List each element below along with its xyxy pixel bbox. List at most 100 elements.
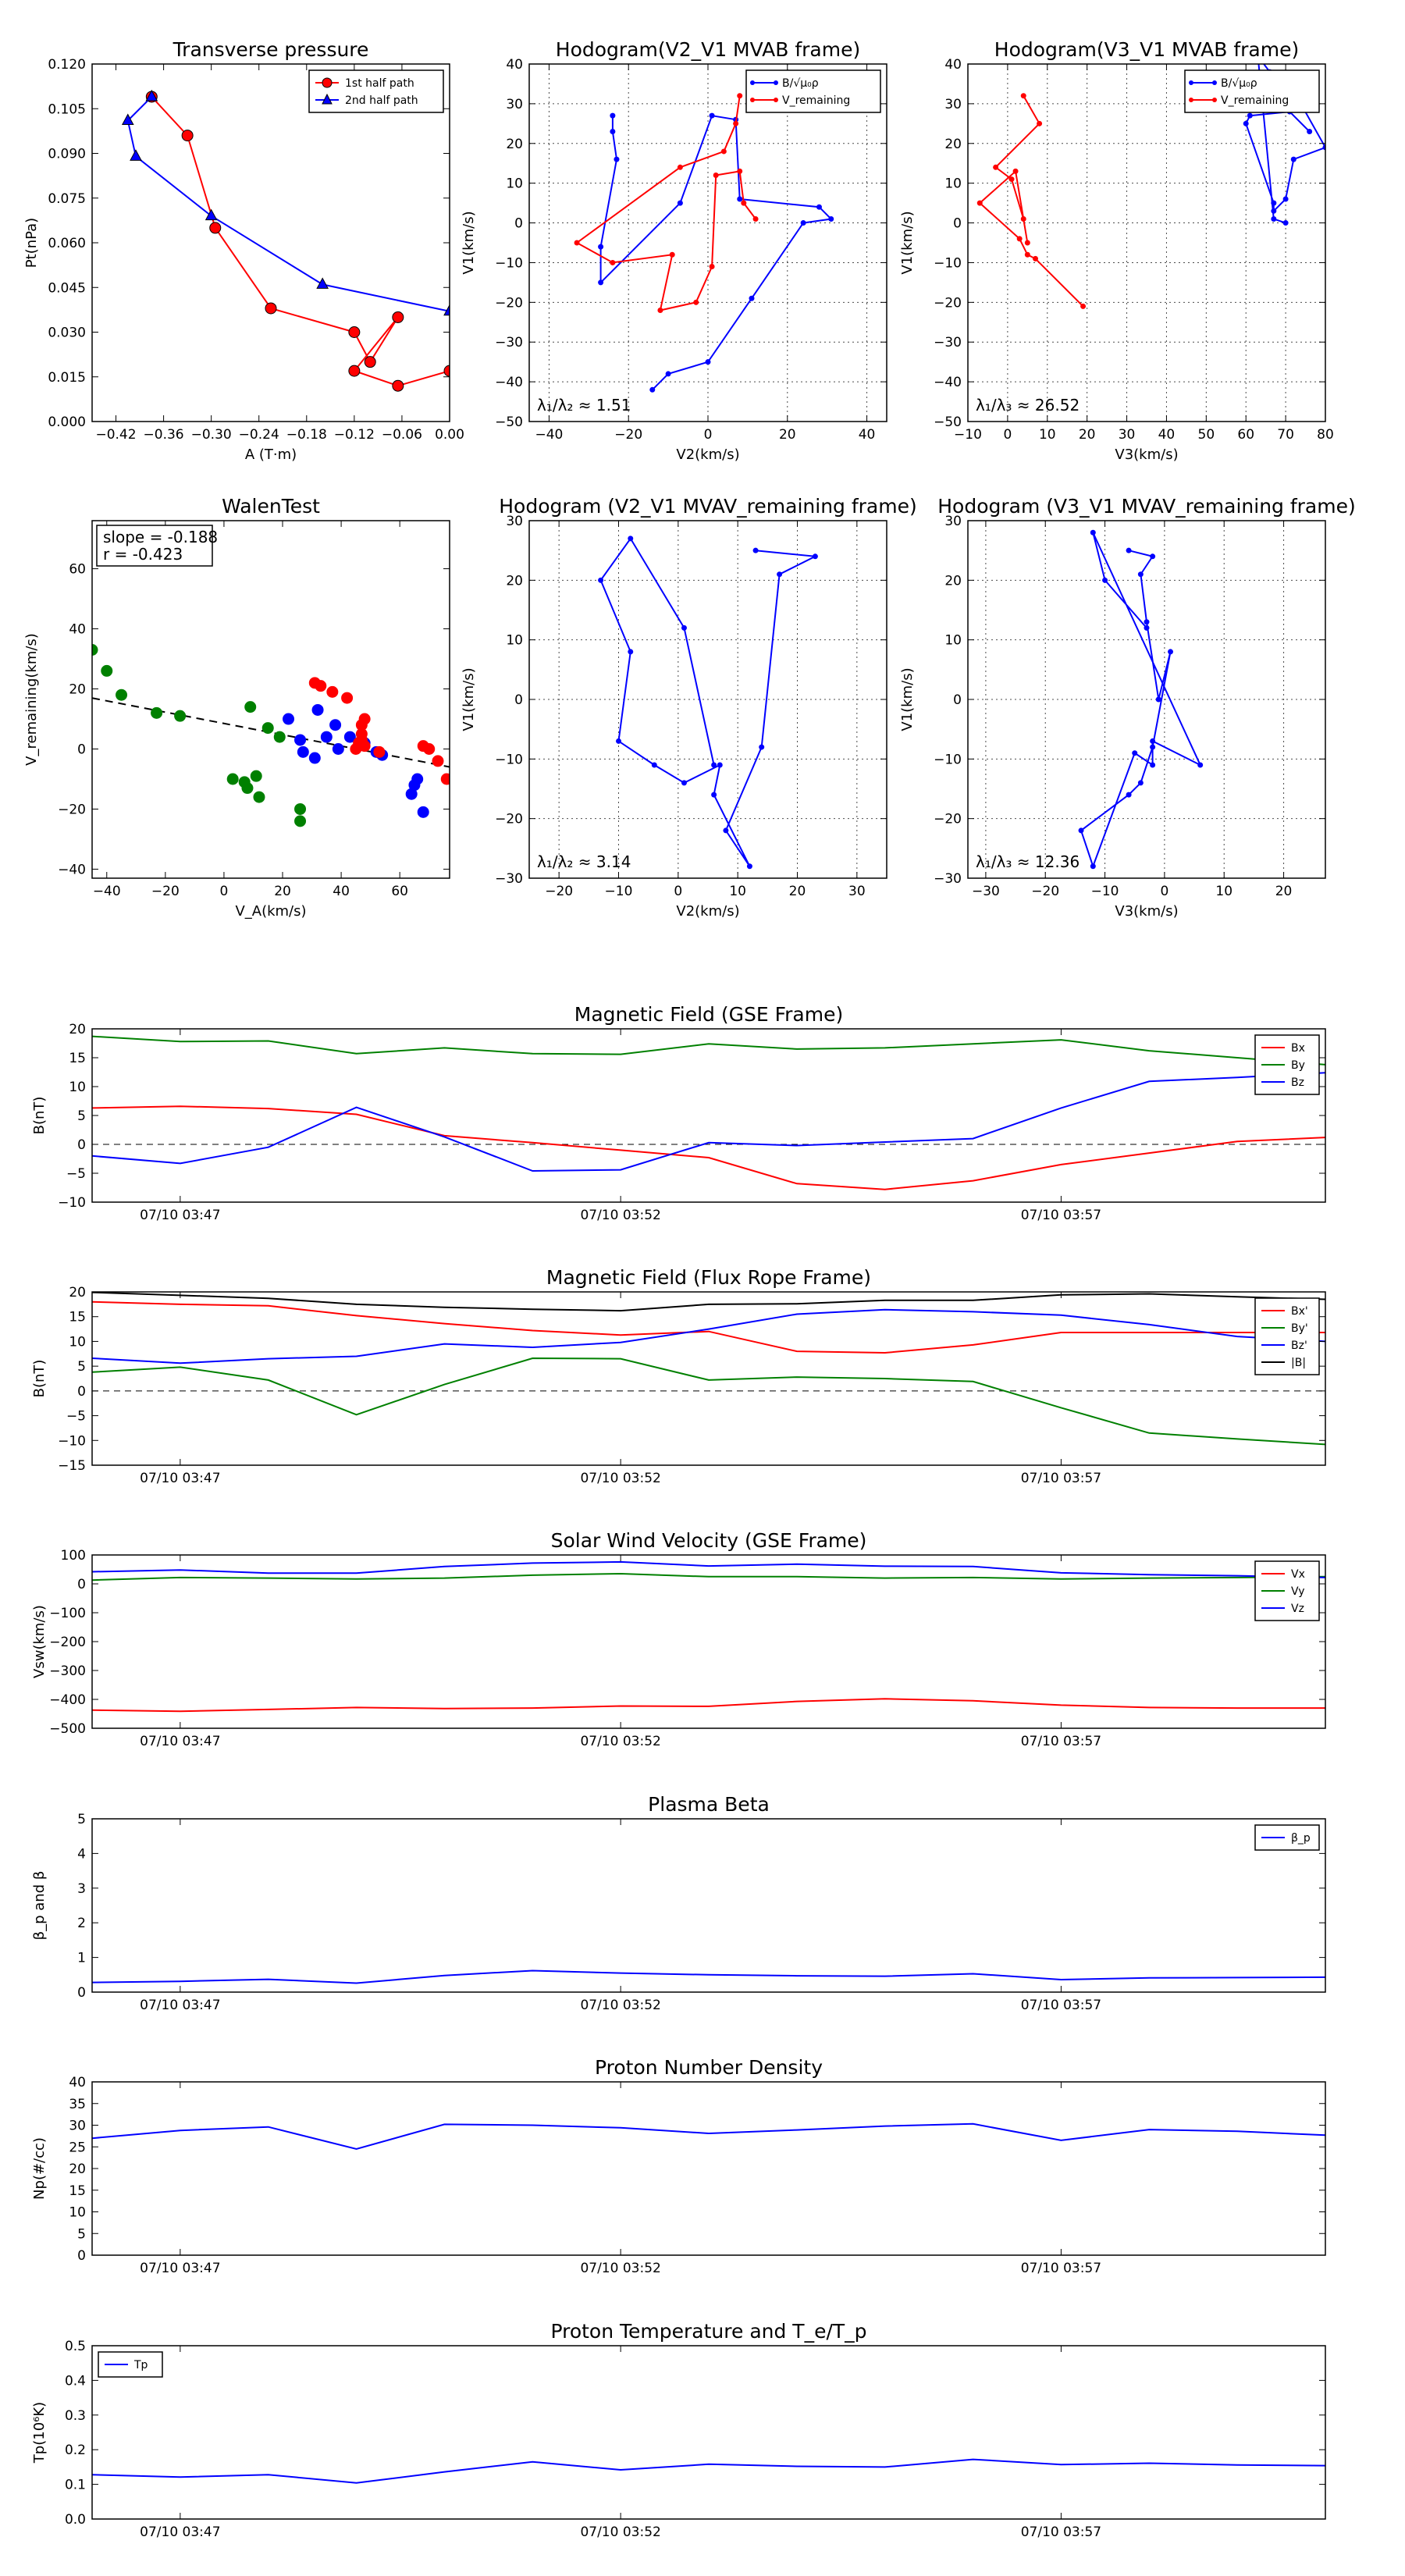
ytick-label: 20	[944, 137, 962, 152]
annotation-text: λ₁/λ₃ ≈ 12.36	[976, 852, 1080, 871]
data-point	[677, 164, 683, 170]
ytick-label: 0.0	[65, 2512, 86, 2528]
ytick-label: 0	[77, 2248, 86, 2264]
plot-area	[92, 1035, 1325, 1190]
data-point	[628, 649, 634, 655]
chart-vsw: Solar Wind Velocity (GSE Frame) 07/10 03:…	[31, 1529, 1326, 1749]
chart-title: Magnetic Field (GSE Frame)	[574, 1003, 843, 1026]
ytick-label: −100	[49, 1606, 86, 1621]
plot-frame	[91, 520, 450, 879]
data-point	[733, 120, 739, 126]
chart-h1: Hodogram(V2_V1 MVAB frame) −40 −20 0 20 40 −50…	[461, 38, 887, 463]
xtick-label: −20	[614, 427, 642, 443]
plot-area	[121, 89, 450, 392]
data-point	[329, 719, 342, 731]
data-point	[749, 295, 755, 301]
data-point	[1168, 649, 1174, 655]
data-point	[777, 571, 783, 578]
data-point	[1322, 144, 1325, 151]
ytick-label: 30	[506, 97, 523, 112]
ytick-label: −10	[934, 752, 962, 767]
data-point	[316, 277, 329, 289]
annotation-text: λ₁/λ₂ ≈ 3.14	[537, 852, 631, 871]
data-point	[373, 745, 386, 758]
data-point	[116, 688, 128, 701]
data-point	[976, 200, 983, 206]
data-point	[181, 130, 194, 142]
data-point	[250, 770, 262, 782]
legend-label: 1st half path	[345, 77, 414, 90]
y-axis-label: V1(km/s)	[461, 211, 477, 274]
series-line-0	[92, 1698, 1325, 1713]
ytick-label: 10	[69, 1080, 86, 1095]
data-point	[574, 240, 580, 246]
xtick-label: 07/10 03:52	[580, 1208, 660, 1223]
ytick-label: −5	[66, 1166, 86, 1182]
plot-area	[92, 2458, 1325, 2484]
data-point	[1033, 255, 1039, 262]
ytick-label: −40	[934, 375, 962, 390]
series-line-0	[1080, 532, 1202, 869]
xtick-label: 07/10 03:57	[1021, 1734, 1101, 1749]
chart-walen: WalenTest −40 −20 0 20 40 60 −40 −20 0 20 40 60 V_A(k…	[23, 495, 450, 920]
xtick-label: 07/10 03:52	[580, 2261, 660, 2276]
ytick-label: 10	[944, 633, 962, 649]
data-point	[1080, 303, 1087, 309]
ytick-label: −30	[934, 335, 962, 350]
xtick-label: −0.36	[144, 427, 184, 443]
legend-label: V_remaining	[1221, 94, 1289, 107]
xtick-label: −40	[535, 427, 563, 443]
data-point	[1016, 236, 1023, 242]
data-point	[1090, 529, 1096, 535]
xtick-label: 07/10 03:52	[580, 1471, 660, 1486]
data-point	[651, 762, 657, 768]
legend-marker	[1189, 98, 1193, 102]
data-point	[737, 93, 743, 99]
xtick-label: −20	[1031, 884, 1059, 899]
data-point	[1282, 220, 1289, 226]
ytick-label: 0	[77, 1137, 86, 1153]
plot-area	[92, 643, 450, 827]
xtick-label: 0	[1003, 427, 1012, 443]
plot-area	[92, 2122, 1325, 2151]
annotation-text: r = -0.423	[103, 545, 183, 564]
data-point	[348, 365, 361, 377]
series-line-1	[92, 1035, 1325, 1066]
data-point	[614, 156, 620, 162]
data-point	[1126, 547, 1132, 553]
data-point	[440, 773, 450, 785]
xtick-label: 20	[1275, 884, 1293, 899]
data-point	[800, 220, 806, 226]
data-point	[759, 744, 765, 750]
plot-frame	[91, 1554, 1326, 1729]
data-point	[315, 680, 327, 692]
xtick-label: −0.42	[95, 427, 136, 443]
data-point	[598, 244, 604, 250]
data-point	[411, 773, 424, 785]
ytick-label: 0.1	[65, 2478, 86, 2493]
data-point	[417, 806, 429, 818]
data-point	[358, 713, 371, 725]
data-point	[1150, 553, 1156, 560]
ytick-label: 0	[77, 1577, 86, 1592]
data-point	[348, 326, 361, 338]
data-point	[711, 762, 717, 768]
data-point	[308, 752, 321, 764]
xtick-label: 07/10 03:52	[580, 1998, 660, 2013]
ytick-label: 20	[69, 1022, 86, 1037]
data-point	[311, 703, 324, 716]
ytick-label: 30	[69, 2119, 86, 2134]
ytick-label: 0.075	[48, 191, 86, 207]
plot-area	[598, 535, 818, 870]
y-axis-label: V_remaining(km/s)	[23, 633, 40, 766]
chart-beta: Plasma Beta 07/10 03:47 07/10 03:52 07/10 0…	[31, 1793, 1326, 2013]
ytick-label: 40	[69, 622, 86, 638]
series-line-2	[92, 1560, 1325, 1578]
data-point	[1012, 168, 1019, 174]
ytick-label: −10	[58, 1195, 86, 1211]
xtick-label: −0.06	[382, 427, 422, 443]
data-point	[669, 251, 675, 258]
xtick-label: −30	[972, 884, 1000, 899]
data-point	[812, 553, 818, 560]
ytick-label: 0.060	[48, 236, 86, 251]
